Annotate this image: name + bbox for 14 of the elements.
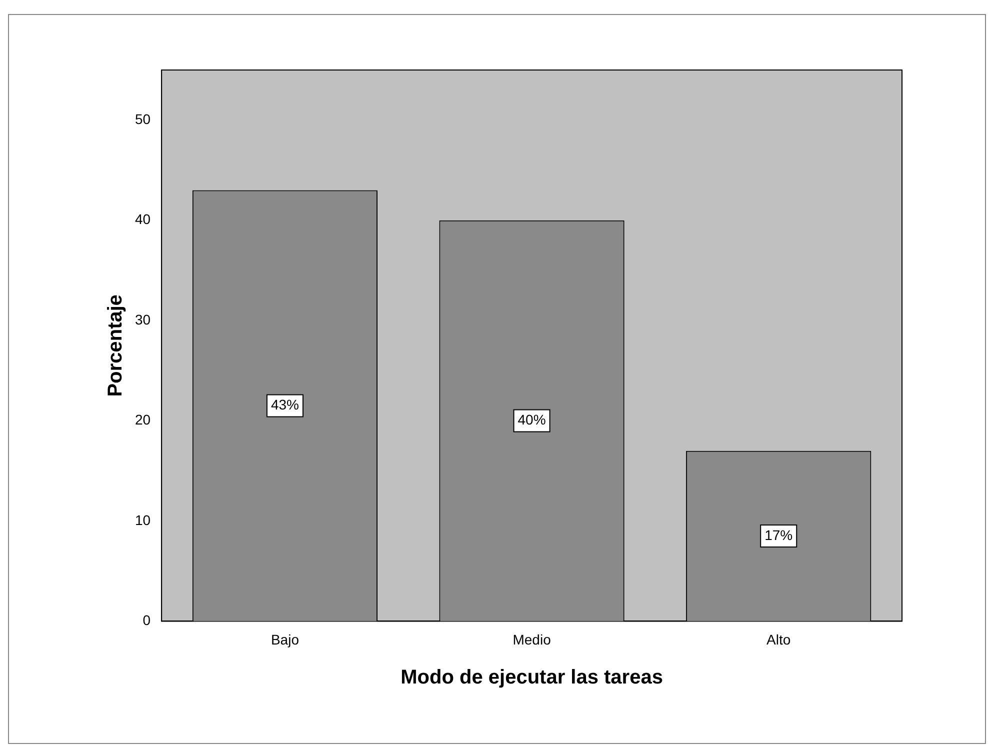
data-label: 17% (764, 526, 793, 543)
y-tick-label: 10 (134, 512, 151, 528)
x-tick-label: Medio (512, 631, 552, 648)
data-label: 40% (518, 412, 546, 428)
x-tick-label: Alto (766, 631, 791, 648)
x-tick-label: Bajo (270, 631, 300, 648)
y-tick-label: 40 (134, 211, 151, 228)
y-axis-title: Porcentaje (104, 294, 127, 397)
x-axis-title: Modo de ejecutar las tareas (400, 666, 663, 689)
y-tick-label: 0 (142, 612, 151, 628)
y-tick-label: 50 (134, 110, 151, 127)
y-tick-label: 20 (134, 412, 151, 428)
y-tick-label: 30 (134, 311, 151, 328)
data-label: 43% (270, 396, 299, 413)
